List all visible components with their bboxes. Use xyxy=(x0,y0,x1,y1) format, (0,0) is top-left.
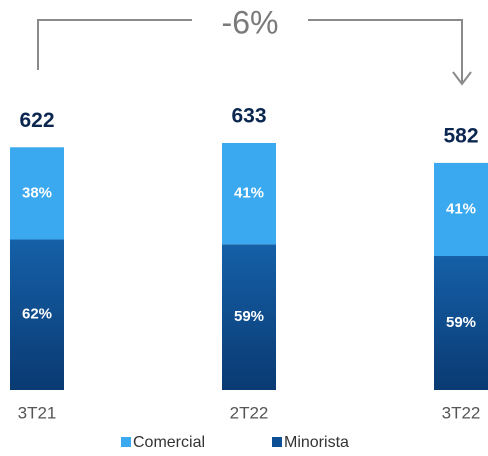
bar-segment xyxy=(222,244,276,390)
legend-swatch xyxy=(272,437,282,447)
legend-label: Minorista xyxy=(284,434,349,451)
x-tick-label: 3T22 xyxy=(442,403,481,422)
total-label: 622 xyxy=(19,109,54,132)
total-label: 582 xyxy=(443,124,478,147)
x-tick-label: 2T22 xyxy=(230,403,269,422)
change-annotation: -6% xyxy=(222,4,279,40)
total-label: 633 xyxy=(231,105,266,128)
x-tick-label: 3T21 xyxy=(18,403,57,422)
bar-segment xyxy=(434,256,488,390)
value-label: 41% xyxy=(234,185,264,202)
value-label: 59% xyxy=(446,314,476,331)
value-label: 38% xyxy=(22,184,52,201)
legend-label: Comercial xyxy=(133,434,205,451)
legend-swatch xyxy=(121,437,131,447)
change-arrow xyxy=(37,19,472,86)
bar-segment xyxy=(222,143,276,245)
bar-segment xyxy=(434,162,488,257)
bar-segment xyxy=(10,239,64,390)
value-label: 62% xyxy=(22,306,52,323)
value-label: 59% xyxy=(234,308,264,325)
value-label: 41% xyxy=(446,200,476,217)
bar-segment xyxy=(10,147,64,240)
